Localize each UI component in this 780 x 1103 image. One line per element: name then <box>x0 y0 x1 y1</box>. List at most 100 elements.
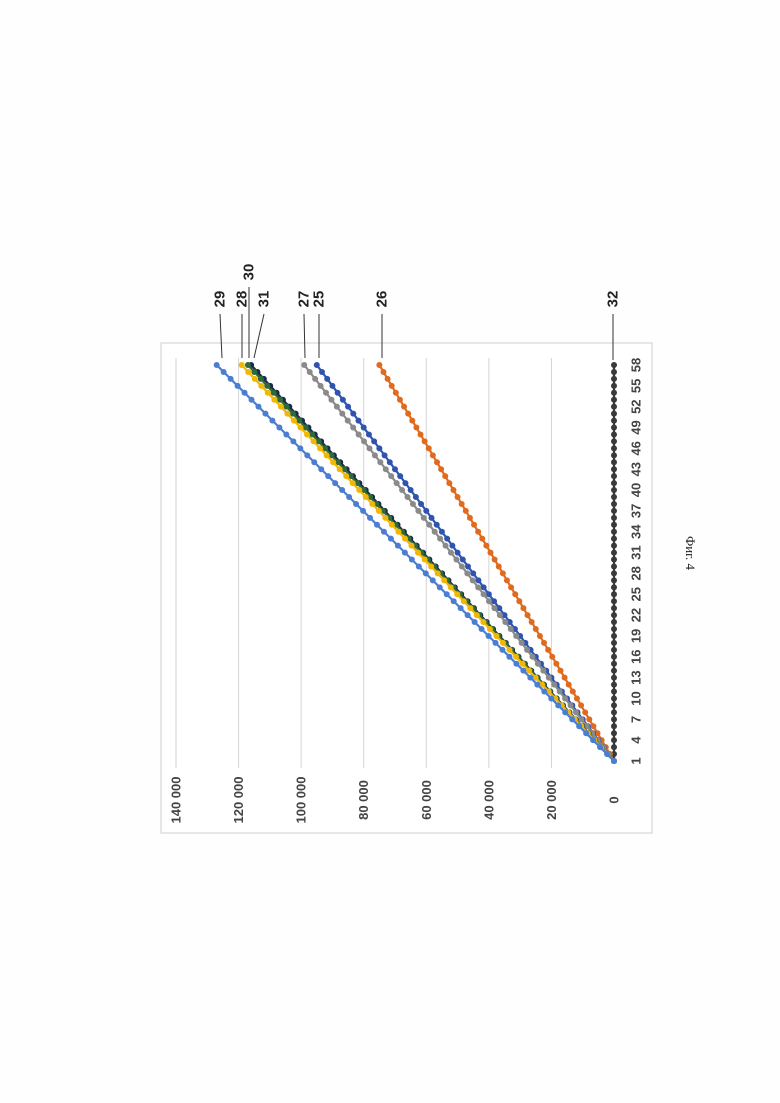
data-point <box>520 668 526 674</box>
data-point <box>492 557 498 563</box>
data-point <box>611 737 617 743</box>
data-point <box>441 577 447 583</box>
data-point <box>276 425 282 431</box>
data-point <box>410 501 416 507</box>
data-point <box>611 536 617 542</box>
data-point <box>402 480 408 486</box>
data-point <box>471 522 477 528</box>
data-point <box>395 529 401 535</box>
data-point <box>496 563 502 569</box>
data-point <box>388 536 394 542</box>
y-tick-label: 20 000 <box>544 780 559 820</box>
data-point <box>611 702 617 708</box>
data-point <box>415 508 421 514</box>
data-point <box>277 397 283 403</box>
data-point <box>540 668 546 674</box>
data-point <box>324 452 330 458</box>
data-point <box>377 459 383 465</box>
data-point <box>611 522 617 528</box>
data-point <box>611 695 617 701</box>
data-point <box>278 404 284 410</box>
data-point <box>334 404 340 410</box>
y-tick-label: 60 000 <box>419 780 434 820</box>
data-point <box>423 570 429 576</box>
data-point <box>422 557 428 563</box>
data-point <box>467 515 473 521</box>
data-point <box>499 647 505 653</box>
data-point <box>611 543 617 549</box>
data-point <box>535 661 541 667</box>
data-point <box>470 570 476 576</box>
data-point <box>611 452 617 458</box>
data-point <box>262 411 268 417</box>
x-tick-label: 46 <box>629 441 644 455</box>
data-point <box>413 425 419 431</box>
data-point <box>497 612 503 618</box>
data-point <box>444 591 450 597</box>
data-point <box>459 563 465 569</box>
data-point <box>258 383 264 389</box>
data-point <box>611 425 617 431</box>
data-point <box>221 369 227 375</box>
data-point <box>314 362 320 368</box>
data-point <box>611 390 617 396</box>
data-point <box>369 501 375 507</box>
data-point <box>611 515 617 521</box>
data-point <box>611 668 617 674</box>
data-point <box>578 702 584 708</box>
data-point <box>328 397 334 403</box>
data-point <box>465 612 471 618</box>
data-point <box>486 633 492 639</box>
data-point <box>324 376 330 382</box>
data-point <box>376 508 382 514</box>
data-point <box>304 431 310 437</box>
data-point <box>611 501 617 507</box>
y-tick-label: 40 000 <box>481 780 496 820</box>
data-point <box>426 522 432 528</box>
data-point <box>405 494 411 500</box>
data-point <box>611 744 617 750</box>
x-tick-label: 10 <box>629 691 644 705</box>
x-tick-label: 13 <box>629 670 644 684</box>
data-point <box>418 501 424 507</box>
data-point <box>235 383 241 389</box>
data-point <box>611 404 617 410</box>
data-point <box>506 654 512 660</box>
data-point <box>611 723 617 729</box>
data-point <box>611 584 617 590</box>
callout-label: 30 <box>241 264 258 281</box>
data-point <box>458 605 464 611</box>
x-tick-label: 31 <box>629 545 644 559</box>
data-point <box>434 459 440 465</box>
data-point <box>483 543 489 549</box>
data-point <box>455 550 461 556</box>
y-tick-label: 100 000 <box>294 777 309 824</box>
data-point <box>463 508 469 514</box>
data-point <box>448 584 454 590</box>
data-point <box>573 709 579 715</box>
data-point <box>356 418 362 424</box>
data-point <box>394 480 400 486</box>
data-point <box>611 418 617 424</box>
data-point <box>392 466 398 472</box>
data-point <box>611 730 617 736</box>
data-point <box>611 459 617 465</box>
data-point <box>290 438 296 444</box>
data-point <box>385 376 391 382</box>
data-point <box>318 383 324 389</box>
data-point <box>429 515 435 521</box>
x-tick-label: 28 <box>629 566 644 580</box>
data-point <box>481 591 487 597</box>
data-point <box>460 557 466 563</box>
data-point <box>611 661 617 667</box>
data-point <box>423 508 429 514</box>
data-point <box>387 459 393 465</box>
data-point <box>283 431 289 437</box>
data-point <box>388 473 394 479</box>
data-point <box>570 689 576 695</box>
data-point <box>475 529 481 535</box>
data-point <box>409 418 415 424</box>
data-point <box>397 473 403 479</box>
data-point <box>318 466 324 472</box>
